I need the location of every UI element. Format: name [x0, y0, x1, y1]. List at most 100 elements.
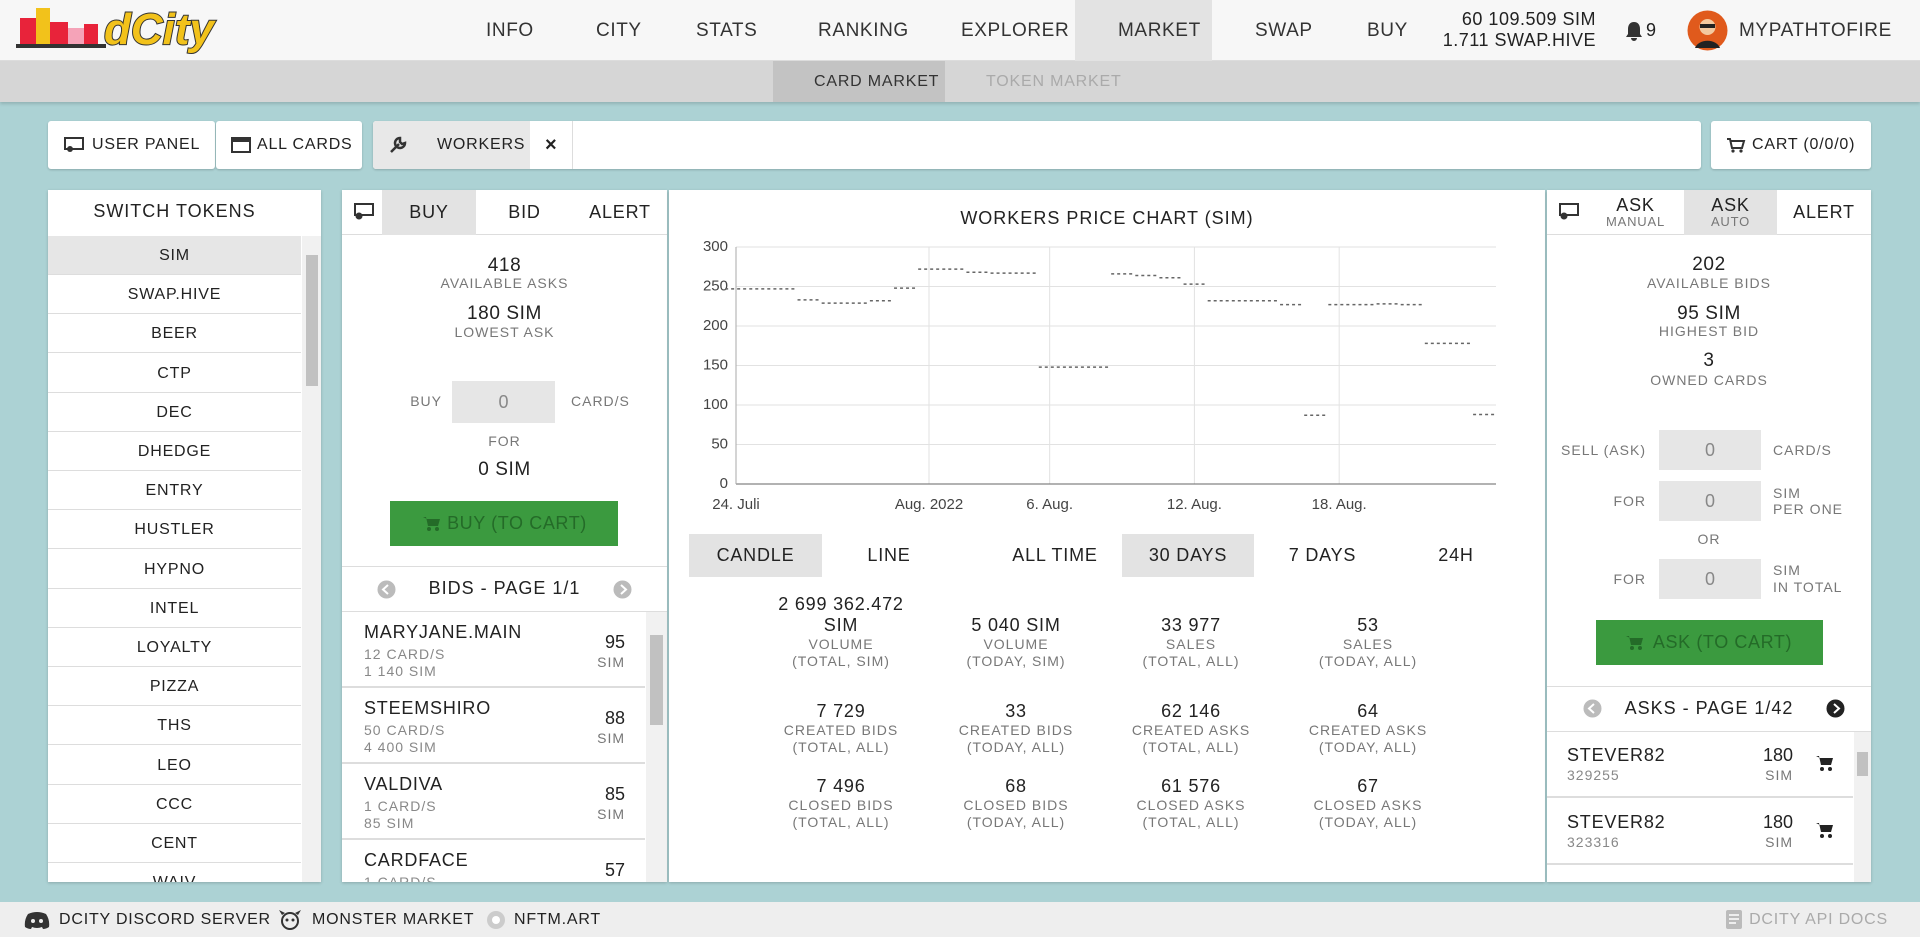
token-item[interactable]: INTEL	[48, 589, 301, 628]
ask-row[interactable]: STEVER82 329255 180 SIM	[1547, 732, 1853, 798]
label: LOWEST ASK	[454, 324, 555, 340]
bid-user: VALDIVA	[364, 774, 443, 794]
stat-value: 7 496	[816, 776, 866, 796]
token-item[interactable]: CTP	[48, 354, 301, 393]
token-item[interactable]: THS	[48, 706, 301, 746]
token-item[interactable]: HYPNO	[48, 550, 301, 589]
nav-item[interactable]: STATS	[696, 20, 758, 41]
footer: DCITY DISCORD SERVER MONSTER MARKET NFTM…	[0, 902, 1920, 937]
x-tick-label: Aug. 2022	[895, 496, 963, 513]
token-item[interactable]: LOYALTY	[48, 628, 301, 667]
chart-control[interactable]: ALL TIME	[1012, 545, 1098, 565]
chart-control[interactable]: CANDLE	[689, 534, 822, 577]
ask-row[interactable]: STEVER82 323316 180 SIM	[1547, 799, 1853, 865]
tab[interactable]: ASK MANUAL	[1587, 190, 1684, 235]
chart-control[interactable]: 30 DAYS	[1122, 534, 1254, 577]
next-page[interactable]	[613, 580, 632, 599]
token-item[interactable]: DHEDGE	[48, 432, 301, 471]
subnav-tab[interactable]: TOKEN MARKET	[986, 73, 1122, 90]
stat: 33 CREATED BIDS (TODAY, ALL)	[929, 701, 1104, 756]
subnav-tab[interactable]: CARD MARKET	[814, 73, 940, 90]
tab[interactable]: ALERT	[1793, 202, 1855, 222]
username[interactable]: MYPATHTOFIRE	[1739, 20, 1892, 41]
token-item[interactable]: SWAP.HIVE	[48, 275, 301, 315]
bid-total: 4 400 SIM	[364, 739, 437, 755]
token-item[interactable]: LEO	[48, 746, 301, 785]
label: CARD/S	[571, 393, 630, 409]
stat-label: CLOSED BIDS	[963, 797, 1069, 813]
bid-row[interactable]: STEEMSHIRO 50 CARD/S 4 400 SIM 88 SIM	[342, 688, 645, 764]
stat-value: 68	[1005, 776, 1027, 796]
quantity-input[interactable]: 0	[452, 381, 555, 423]
logo[interactable]: dCity	[14, 4, 224, 58]
bid-row[interactable]: VALDIVA 1 CARD/S 85 SIM 85 SIM	[342, 764, 645, 840]
token-item[interactable]: DEC	[48, 393, 301, 432]
nav-item[interactable]: CITY	[596, 20, 642, 41]
nav-item[interactable]: EXPLORER	[961, 20, 1070, 41]
chart-control[interactable]: 7 DAYS	[1288, 545, 1357, 565]
token-item[interactable]: SIM	[48, 236, 301, 275]
footer-link[interactable]: DCITY DISCORD SERVER	[59, 911, 271, 928]
chart-control[interactable]: LINE	[867, 545, 911, 565]
stat: 5 040 SIM VOLUME (TODAY, SIM)	[929, 615, 1104, 670]
stat-value: 62 146	[1161, 701, 1221, 721]
stat-label: VOLUME	[983, 636, 1049, 652]
nav-item[interactable]: INFO	[486, 20, 534, 41]
add-to-cart[interactable]	[1815, 821, 1835, 839]
token-item[interactable]: CENT	[48, 824, 301, 863]
logo-text: dCity	[104, 5, 217, 54]
token-item[interactable]: BEER	[48, 314, 301, 354]
subnav-active-bg	[773, 61, 945, 102]
token-item[interactable]: HUSTLER	[48, 510, 301, 550]
all-cards-button[interactable]: ALL CARDS	[216, 121, 362, 169]
total-input[interactable]: 0	[1659, 559, 1761, 599]
token-item[interactable]: PIZZA	[48, 667, 301, 707]
chart-control[interactable]: 24H	[1438, 545, 1474, 565]
label: CARD/S	[1773, 442, 1832, 458]
footer-link[interactable]: MONSTER MARKET	[312, 911, 475, 928]
filter-bar: WORKERS ×	[373, 121, 1701, 169]
bid-total: 85 SIM	[364, 815, 415, 831]
ask-price: 180	[1762, 812, 1793, 832]
cart-button[interactable]: CART (0/0/0)	[1711, 121, 1871, 169]
stat-label: VOLUME	[808, 636, 874, 652]
button-label: BUY (TO CART)	[447, 513, 587, 533]
token-item[interactable]: WAIV	[48, 863, 301, 882]
tab[interactable]: BUY	[382, 190, 476, 235]
next-page[interactable]	[1826, 699, 1845, 718]
cart-wheel	[1820, 834, 1824, 838]
stat-label: SALES	[1165, 636, 1217, 652]
nav-item[interactable]: SWAP	[1255, 20, 1313, 41]
prev-page[interactable]	[377, 580, 396, 599]
nav-active-bg	[1075, 0, 1212, 61]
ask-id: 329255	[1567, 767, 1620, 783]
ask-price: 180	[1762, 745, 1793, 765]
stat-scope: (TODAY, ALL)	[1318, 814, 1418, 830]
clear-filter[interactable]: ×	[545, 134, 558, 156]
label: OR	[1697, 531, 1721, 547]
bid-row[interactable]: MARYJANE.MAIN 12 CARD/S 1 140 SIM 95 SIM	[342, 612, 645, 688]
nav-item[interactable]: BUY	[1367, 20, 1408, 41]
y-tick-label: 300	[703, 238, 728, 255]
tab[interactable]: BID	[508, 202, 541, 222]
stat: 62 146 CREATED ASKS (TOTAL, ALL)	[1104, 701, 1279, 756]
bell-icon[interactable]	[1625, 21, 1643, 41]
footer-link[interactable]: NFTM.ART	[514, 911, 601, 928]
prev-page[interactable]	[1583, 699, 1602, 718]
quantity-input[interactable]: 0	[1659, 430, 1761, 470]
avatar[interactable]	[1687, 10, 1728, 51]
tab[interactable]: ASK AUTO	[1684, 190, 1777, 235]
user-panel-button[interactable]: USER PANEL	[48, 121, 215, 169]
footer-link[interactable]: DCITY API DOCS	[1749, 911, 1888, 928]
add-to-cart[interactable]	[1815, 754, 1835, 772]
stat: 68 CLOSED BIDS (TODAY, ALL)	[929, 776, 1104, 831]
nav-item[interactable]: RANKING	[818, 20, 909, 41]
token-item[interactable]: ENTRY	[48, 471, 301, 511]
price-input[interactable]: 0	[1659, 481, 1761, 521]
divider	[572, 121, 573, 169]
nav-item[interactable]: MARKET	[1118, 20, 1201, 41]
tab[interactable]: ALERT	[589, 202, 651, 222]
stat-value: 5 040 SIM	[971, 615, 1061, 635]
token-item[interactable]: CCC	[48, 785, 301, 824]
